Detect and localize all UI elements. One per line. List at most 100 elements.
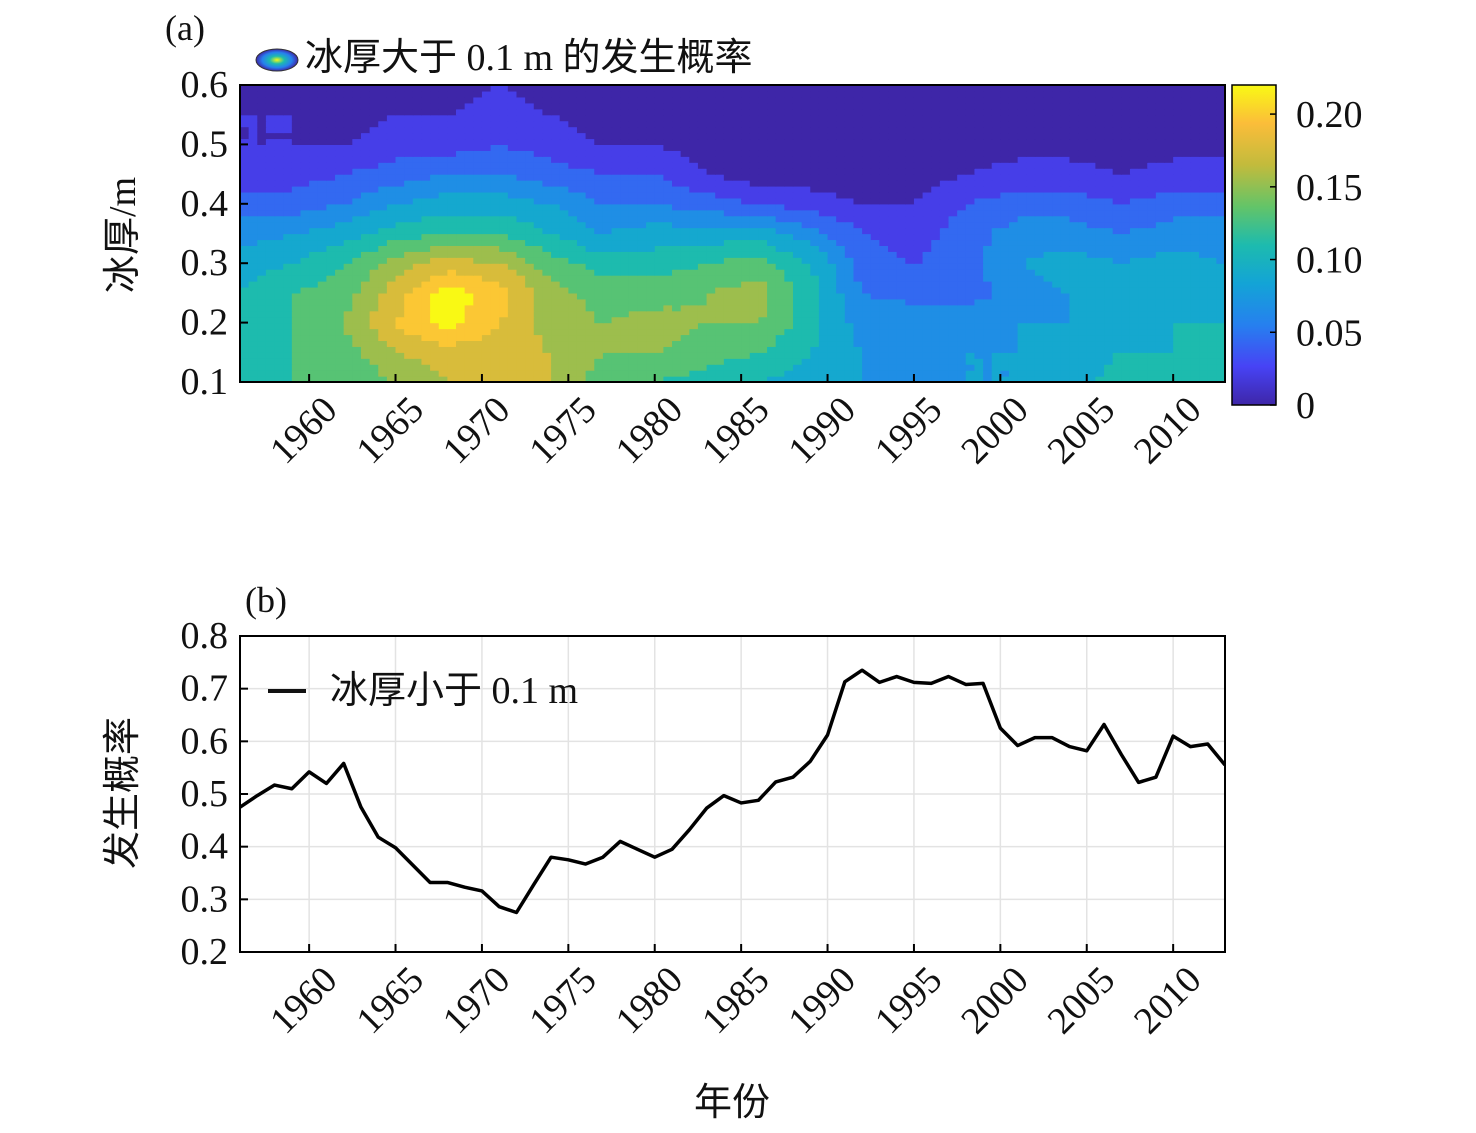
heatmap-cell xyxy=(456,251,466,258)
heatmap-cell xyxy=(352,185,362,193)
heatmap-cell xyxy=(991,245,1001,252)
heatmap-cell xyxy=(542,304,552,312)
heatmap-cell xyxy=(879,322,889,330)
heatmap-cell xyxy=(775,269,785,276)
heatmap-cell xyxy=(749,269,760,276)
heatmap-cell xyxy=(1000,257,1010,264)
heatmap-cell xyxy=(542,269,552,276)
heatmap-cell xyxy=(274,227,284,235)
heatmap-cell xyxy=(404,168,414,175)
heatmap-cell xyxy=(378,209,388,217)
heatmap-cell xyxy=(257,150,267,157)
heatmap-cell xyxy=(335,233,345,241)
heatmap-cell xyxy=(715,156,725,163)
heatmap-cell xyxy=(309,281,319,288)
heatmap-cell xyxy=(810,203,820,211)
heatmap-cell xyxy=(827,316,837,324)
heatmap-cell xyxy=(464,298,474,306)
heatmap-cell xyxy=(1216,263,1225,270)
heatmap-cell xyxy=(369,269,379,276)
heatmap-cell xyxy=(862,120,872,128)
heatmap-cell xyxy=(1052,281,1062,288)
heatmap-cell xyxy=(343,310,353,318)
heatmap-cell xyxy=(888,316,898,324)
heatmap-cell xyxy=(663,269,673,276)
heatmap-cell xyxy=(1155,209,1166,217)
heatmap-cell xyxy=(1043,257,1053,264)
heatmap-cell xyxy=(240,304,250,312)
heatmap-cell xyxy=(723,257,734,264)
heatmap-cell xyxy=(576,233,587,241)
heatmap-cell xyxy=(533,304,544,312)
heatmap-cell xyxy=(369,370,379,377)
heatmap-cell xyxy=(1078,197,1088,205)
heatmap-cell xyxy=(767,334,777,342)
heatmap-cell xyxy=(585,156,595,163)
heatmap-cell xyxy=(801,180,811,187)
heatmap-cell xyxy=(559,286,569,294)
heatmap-cell xyxy=(620,150,630,157)
heatmap-cell xyxy=(706,298,716,306)
heatmap-cell xyxy=(568,215,578,223)
heatmap-cell xyxy=(1069,245,1079,252)
heatmap-cell xyxy=(265,168,276,175)
heatmap-cell xyxy=(905,132,915,140)
heatmap-cell xyxy=(784,126,794,134)
heatmap-cell xyxy=(723,322,734,330)
heatmap-cell xyxy=(438,156,448,163)
heatmap-cell xyxy=(853,233,863,241)
heatmap-cell xyxy=(395,227,405,235)
heatmap-cell xyxy=(939,174,950,181)
heatmap-cell xyxy=(974,257,984,264)
heatmap-cell xyxy=(905,251,915,258)
heatmap-cell xyxy=(438,245,448,252)
heatmap-cell xyxy=(352,138,362,145)
heatmap-cell xyxy=(706,156,716,163)
heatmap-cell xyxy=(516,286,526,294)
heatmap-cell xyxy=(1129,322,1140,330)
heatmap-cell xyxy=(300,227,310,235)
heatmap-cell xyxy=(637,340,647,347)
heatmap-cell xyxy=(879,358,889,365)
heatmap-cell xyxy=(939,358,950,365)
heatmap-cell xyxy=(473,310,483,318)
heatmap-cell xyxy=(386,185,397,193)
heatmap-cell xyxy=(1216,281,1225,288)
heatmap-cell xyxy=(464,180,474,187)
heatmap-cell xyxy=(1104,245,1114,252)
heatmap-cell xyxy=(991,304,1001,312)
heatmap-cell xyxy=(663,316,673,324)
heatmap-cell xyxy=(456,292,466,300)
heatmap-cell xyxy=(663,191,673,199)
heatmap-cell xyxy=(283,352,293,359)
heatmap-cell xyxy=(801,197,811,205)
heatmap-cell xyxy=(836,245,846,252)
heatmap-cell xyxy=(507,310,518,318)
heatmap-cell xyxy=(689,334,699,342)
heatmap-cell xyxy=(844,215,855,223)
heatmap-cell xyxy=(438,203,448,211)
heatmap-cell xyxy=(585,174,595,181)
heatmap-cell xyxy=(810,292,820,300)
heatmap-cell xyxy=(991,251,1001,258)
heatmap-cell xyxy=(628,364,639,371)
heatmap-cell xyxy=(680,174,690,181)
heatmap-cell xyxy=(352,162,362,169)
heatmap-cell xyxy=(965,227,976,235)
heatmap-cell xyxy=(654,126,664,134)
heatmap-cell xyxy=(542,275,552,282)
heatmap-cell xyxy=(697,120,708,128)
heatmap-cell xyxy=(939,168,950,175)
heatmap-cell xyxy=(257,120,267,128)
heatmap-cell xyxy=(758,156,768,163)
heatmap-cell xyxy=(1078,233,1088,241)
heatmap-cell xyxy=(1078,245,1088,252)
heatmap-cell xyxy=(870,180,880,187)
heatmap-cell xyxy=(1052,322,1062,330)
heatmap-cell xyxy=(931,292,941,300)
heatmap-cell xyxy=(775,209,785,217)
heatmap-cell xyxy=(507,316,518,324)
heatmap-cell xyxy=(1173,269,1183,276)
heatmap-cell xyxy=(715,245,725,252)
heatmap-cell xyxy=(957,286,967,294)
